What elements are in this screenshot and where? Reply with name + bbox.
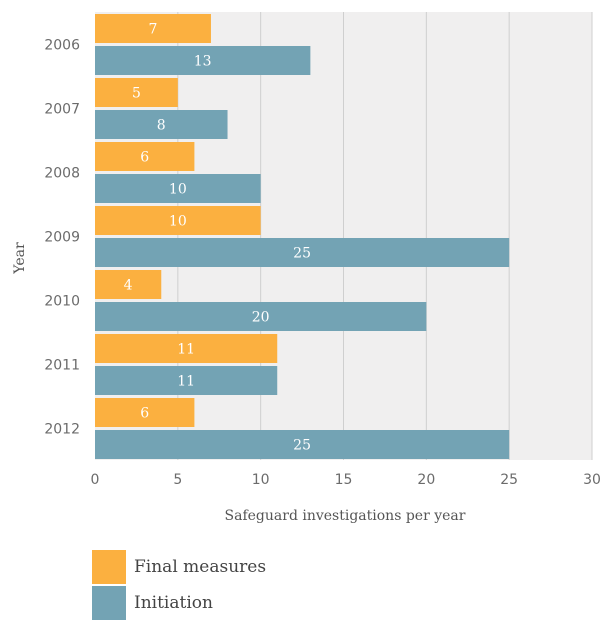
data-label-initiation-2008: 10 [169, 182, 187, 198]
y-axis-title: Year [12, 242, 28, 275]
data-label-final-measures-2009: 10 [169, 214, 187, 230]
legend-label-initiation: Initiation [134, 593, 213, 613]
y-tick-label-2006: 2006 [44, 38, 80, 54]
legend-item-initiation: Initiation [92, 586, 266, 620]
x-tick-label-10: 10 [252, 472, 270, 488]
bar-final-measures-2008 [95, 142, 195, 171]
x-axis-ticks: 0 5 10 15 20 25 30 [91, 472, 601, 488]
legend-label-final-measures: Final measures [134, 557, 267, 577]
x-tick-label-30: 30 [583, 472, 601, 488]
data-label-initiation-2009: 25 [293, 246, 311, 262]
y-axis-ticks: 2006 2007 2008 2009 2010 2011 2012 [44, 38, 80, 438]
bar-initiation-2009 [95, 238, 510, 267]
x-tick-label-5: 5 [173, 472, 182, 488]
bar-final-measures-2006 [95, 14, 211, 43]
bar-final-measures-2011 [95, 334, 278, 363]
data-label-initiation-2011: 11 [177, 374, 195, 390]
data-label-final-measures-2010: 4 [124, 278, 133, 294]
data-label-final-measures-2012: 6 [140, 406, 149, 422]
x-tick-label-15: 15 [335, 472, 353, 488]
bar-initiation-2008 [95, 174, 261, 203]
y-tick-label-2012: 2012 [44, 422, 80, 438]
y-tick-label-2010: 2010 [44, 294, 80, 310]
x-axis-title: Safeguard investigations per year [225, 508, 466, 524]
y-tick-label-2011: 2011 [44, 358, 80, 374]
x-tick-label-20: 20 [417, 472, 435, 488]
data-label-final-measures-2006: 7 [149, 22, 158, 38]
data-label-initiation-2007: 8 [157, 118, 166, 134]
legend-item-final-measures: Final measures [92, 550, 266, 584]
bar-final-measures-2010 [95, 270, 162, 299]
data-label-final-measures-2007: 5 [132, 86, 141, 102]
bar-initiation-2006 [95, 46, 311, 75]
y-tick-label-2009: 2009 [44, 230, 80, 246]
y-tick-label-2008: 2008 [44, 166, 80, 182]
data-label-final-measures-2011: 11 [177, 342, 195, 358]
legend: Final measures Initiation [92, 550, 266, 622]
legend-swatch-final-measures [92, 550, 126, 584]
bar-initiation-2011 [95, 366, 278, 395]
data-label-initiation-2006: 13 [194, 54, 212, 70]
data-label-initiation-2010: 20 [252, 310, 270, 326]
data-label-initiation-2012: 25 [293, 438, 311, 454]
legend-swatch-initiation [92, 586, 126, 620]
bar-initiation-2012 [95, 430, 510, 459]
data-label-final-measures-2008: 6 [140, 150, 149, 166]
y-tick-label-2007: 2007 [44, 102, 80, 118]
bar-final-measures-2009 [95, 206, 261, 235]
bar-initiation-2007 [95, 110, 228, 139]
bar-final-measures-2012 [95, 398, 195, 427]
x-tick-label-25: 25 [500, 472, 518, 488]
bar-initiation-2010 [95, 302, 427, 331]
x-tick-label-0: 0 [91, 472, 100, 488]
bar-final-measures-2007 [95, 78, 178, 107]
